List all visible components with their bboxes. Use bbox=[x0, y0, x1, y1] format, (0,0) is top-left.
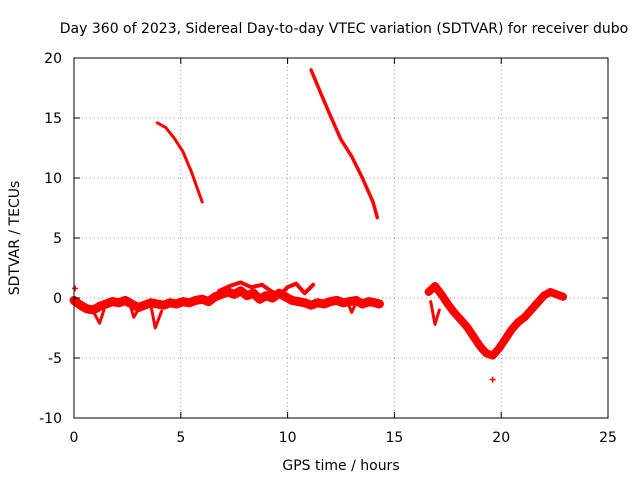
y-tick-label: -5 bbox=[48, 351, 62, 367]
series-upper-wiggle bbox=[217, 280, 316, 298]
grid-lines bbox=[73, 57, 609, 419]
series-descending-arc-1 bbox=[155, 121, 204, 204]
series-spike-2 bbox=[149, 303, 164, 330]
x-tick-label: 10 bbox=[279, 430, 297, 446]
series-spike-4 bbox=[345, 300, 358, 314]
x-axis-label: GPS time / hours bbox=[282, 458, 399, 474]
x-tick-label: 25 bbox=[599, 430, 617, 446]
y-tick-label: 10 bbox=[44, 171, 62, 187]
chart-title: Day 360 of 2023, Sidereal Day-to-day VTE… bbox=[60, 21, 628, 37]
y-tick-label: 5 bbox=[53, 231, 62, 247]
plus-marker bbox=[489, 376, 496, 383]
y-tick-label: -10 bbox=[39, 411, 62, 427]
x-tick-labels: 0 5 10 15 20 25 bbox=[70, 430, 617, 446]
series-evening-dip bbox=[429, 300, 441, 326]
y-tick-labels: -10 -5 0 5 10 15 20 bbox=[39, 51, 62, 427]
y-tick-label: 15 bbox=[44, 111, 62, 127]
axis-ticks bbox=[73, 57, 609, 419]
y-tick-label: 20 bbox=[44, 51, 62, 67]
series-descending-arc-2 bbox=[309, 68, 380, 220]
series-evening-band bbox=[424, 282, 568, 360]
x-tick-label: 15 bbox=[385, 430, 403, 446]
data-series-group bbox=[69, 68, 568, 360]
plus-marker bbox=[72, 285, 79, 292]
x-tick-label: 0 bbox=[70, 430, 79, 446]
x-tick-label: 5 bbox=[176, 430, 185, 446]
y-tick-label: 0 bbox=[53, 291, 62, 307]
series-spike-1 bbox=[89, 306, 106, 325]
series-morning-band bbox=[69, 286, 384, 315]
series-spike-3 bbox=[128, 301, 142, 319]
marker-group bbox=[72, 285, 496, 383]
y-axis-label: SDTVAR / TECUs bbox=[7, 181, 23, 296]
x-tick-label: 20 bbox=[492, 430, 510, 446]
